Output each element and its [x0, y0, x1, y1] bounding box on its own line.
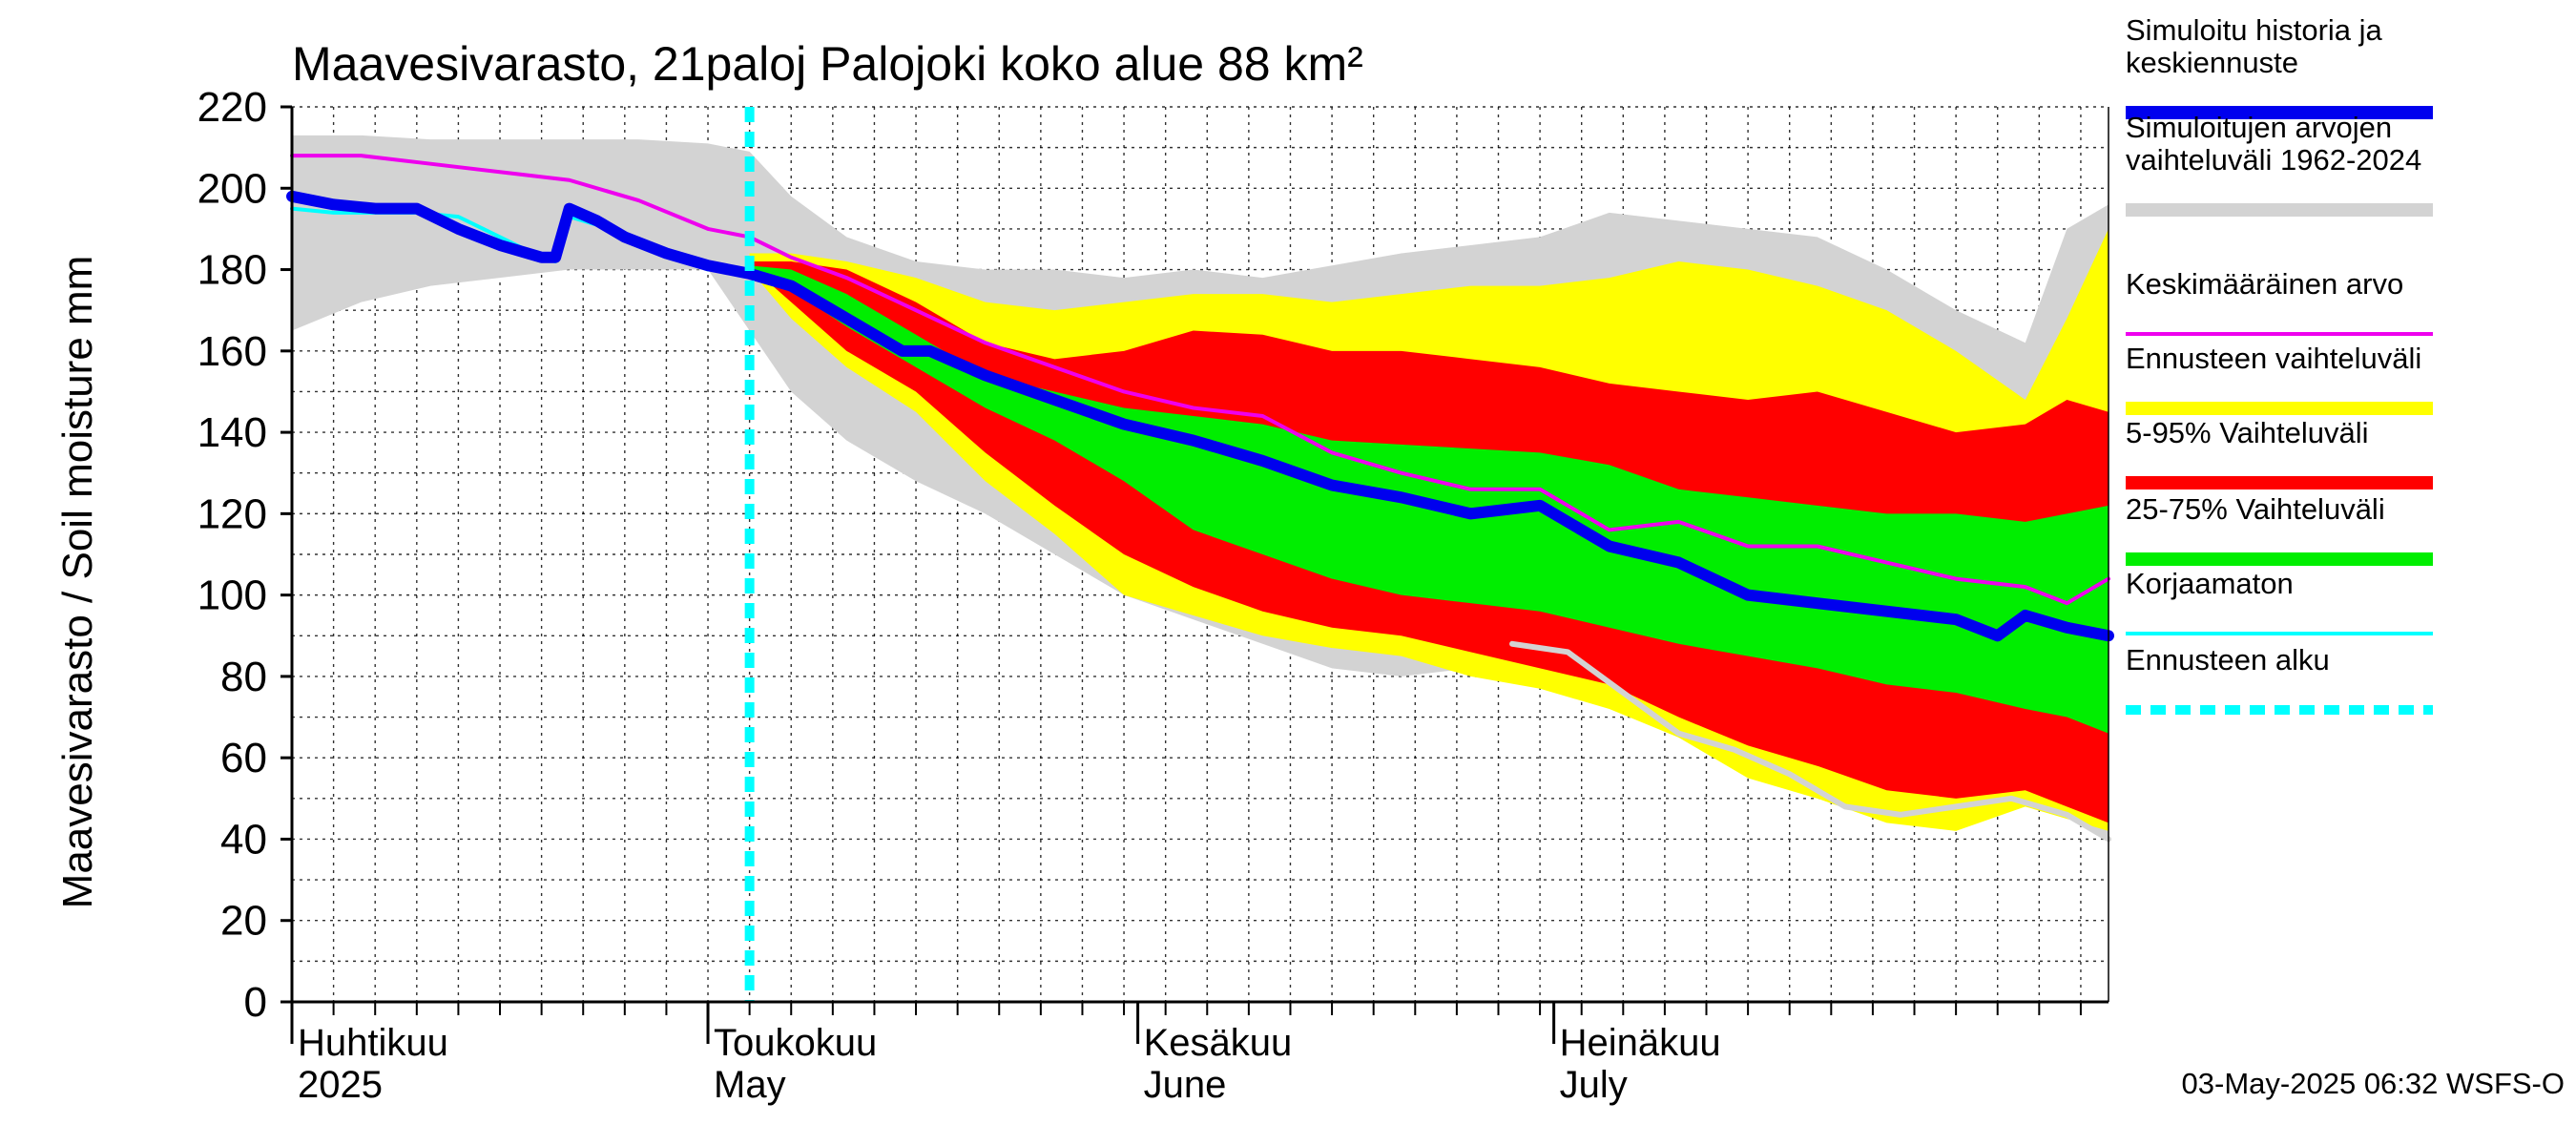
legend-label: Keskimääräinen arvo [2126, 267, 2403, 301]
y-tick-label: 0 [244, 979, 267, 1026]
legend-entry: Ennusteen vaihteluväli [2126, 342, 2433, 415]
plot-area [286, 106, 2114, 1003]
y-tick-label: 80 [220, 654, 267, 700]
y-tick-label: 100 [197, 572, 267, 619]
month-label-en: May [714, 1064, 786, 1106]
legend-entry: Simuloitujen arvojen vaihteluväli 1962-20… [2126, 111, 2433, 217]
line-keskim-r-inen-arvo [290, 154, 2110, 606]
timestamp: 03-May-2025 06:32 WSFS-O [2182, 1067, 2565, 1100]
y-tick-label: 160 [197, 328, 267, 375]
legend: Simuloitu historia ja keskiennuste Simuloi… [2126, 13, 2433, 715]
axes: 0 20 40 60 80 100 120 140 160 180 200 220 Huhtikuu20… [197, 84, 2109, 1106]
legend-entry: 25-75% Vaihteluväli [2126, 492, 2433, 566]
month-label-fi: Toukokuu [714, 1022, 877, 1064]
y-tick-label: 40 [220, 816, 267, 863]
month-label-fi: Heinäkuu [1560, 1022, 1721, 1064]
legend-entry: Korjaamaton [2126, 567, 2433, 635]
legend-label: Ennusteen alku [2126, 643, 2330, 677]
y-tick-label: 120 [197, 490, 267, 537]
legend-label: Simuloitujen arvojen vaihteluväli 1962-20… [2126, 111, 2421, 177]
y-tick-label: 180 [197, 247, 267, 294]
month-label-fi: Huhtikuu [298, 1022, 448, 1064]
legend-entry: 5-95% Vaihteluväli [2126, 416, 2433, 489]
y-tick-label: 20 [220, 898, 267, 945]
legend-label: 25-75% Vaihteluväli [2126, 492, 2385, 526]
legend-label: Simuloitu historia ja keskiennuste [2126, 13, 2383, 79]
month-label-en: 2025 [298, 1064, 383, 1106]
month-label-fi: Kesäkuu [1144, 1022, 1293, 1064]
legend-entry: Ennusteen alku [2126, 643, 2433, 715]
legend-label: 5-95% Vaihteluväli [2126, 416, 2368, 449]
legend-entry: Keskimääräinen arvo [2126, 267, 2433, 336]
y-tick-label: 220 [197, 84, 267, 131]
y-axis-label: Maavesivarasto / Soil moisture mm [54, 256, 101, 909]
y-tick-label: 140 [197, 409, 267, 456]
legend-label: Ennusteen vaihteluväli [2126, 342, 2421, 375]
y-tick-label: 60 [220, 735, 267, 781]
line-simuloitu-historia-ja-keskiennuste [286, 190, 2114, 642]
y-tick-label: 200 [197, 165, 267, 212]
line-simulated-low-years-grey-line- [1509, 640, 2111, 843]
chart-title: Maavesivarasto, 21paloj Palojoki koko al… [292, 37, 1363, 91]
month-label-en: July [1560, 1064, 1628, 1106]
legend-entry: Simuloitu historia ja keskiennuste [2126, 13, 2433, 119]
month-label-en: June [1144, 1064, 1227, 1106]
legend-label: Korjaamaton [2126, 567, 2294, 600]
